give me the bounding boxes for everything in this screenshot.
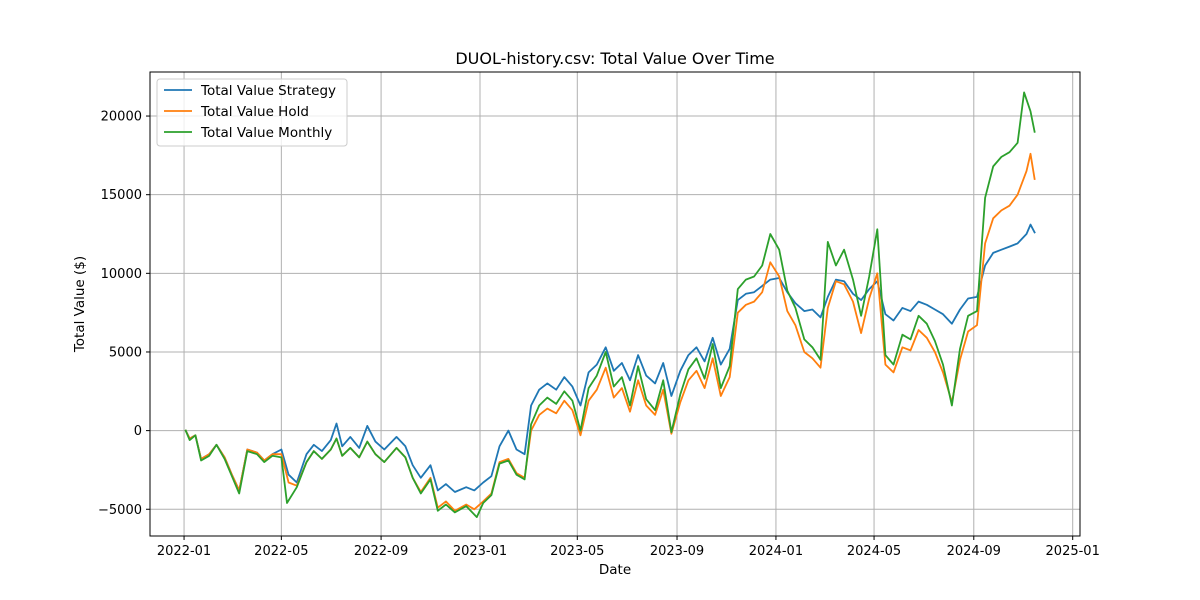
legend-label: Total Value Monthly [200,125,332,141]
y-axis-ticks: −5000 0 5000 10000 15000 20000 [98,110,150,518]
x-tick-label: 2022-05 [254,544,308,559]
x-tick-label: 2024-01 [749,544,803,559]
y-axis-title: Total Value ($) [72,256,88,353]
x-tick-label: 2025-01 [1046,544,1100,559]
series-line-3 [184,91,1036,518]
y-tick-label: 15000 [101,188,142,203]
legend: Total Value Strategy Total Value Hold Tota… [156,78,348,147]
chart-title: DUOL-history.csv: Total Value Over Time [455,49,774,68]
x-axis-title: Date [599,562,631,578]
series-lines [184,91,1036,518]
legend-label: Total Value Strategy [200,83,336,99]
y-tick-label: 5000 [109,345,142,360]
y-tick-label: 0 [134,424,142,439]
x-tick-label: 2024-05 [847,544,901,559]
x-axis-ticks: 2022-01 2022-05 2022-09 2023-01 2023-05 2023-… [157,536,1100,559]
plot-frame [149,71,1081,537]
x-tick-label: 2023-01 [453,544,507,559]
legend-entries: Total Value Strategy Total Value Hold Tota… [164,83,336,141]
y-tick-label: −5000 [98,503,142,518]
x-tick-label: 2022-09 [354,544,408,559]
x-tick-label: 2023-05 [550,544,604,559]
legend-box [156,78,348,147]
x-tick-label: 2024-09 [947,544,1001,559]
x-tick-label: 2022-01 [157,544,211,559]
y-tick-label: 10000 [101,267,142,282]
x-tick-label: 2023-09 [650,544,704,559]
y-tick-label: 20000 [101,110,142,125]
series-line-1 [184,223,1036,493]
legend-label: Total Value Hold [200,104,309,120]
